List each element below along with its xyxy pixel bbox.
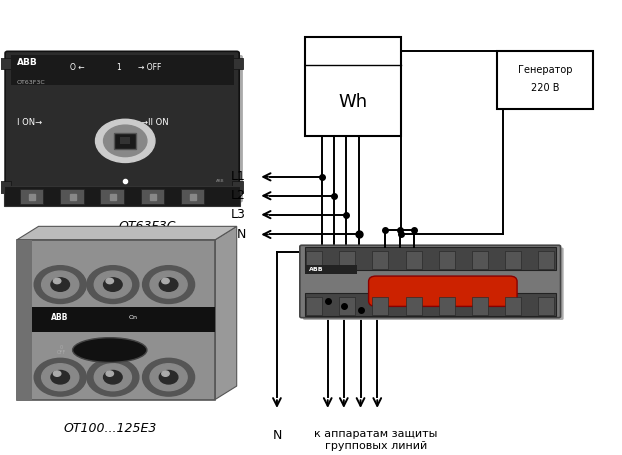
- Bar: [4, 186, 240, 206]
- Text: 0
OFF: 0 OFF: [57, 344, 66, 355]
- Circle shape: [142, 266, 195, 303]
- Polygon shape: [215, 226, 237, 399]
- Bar: [472, 297, 488, 315]
- Circle shape: [51, 370, 70, 384]
- Bar: [373, 297, 389, 315]
- Text: L1: L1: [231, 170, 246, 183]
- Text: O ←: O ←: [70, 63, 84, 72]
- Circle shape: [95, 271, 131, 298]
- Bar: [339, 251, 355, 268]
- Text: Wh: Wh: [338, 93, 368, 111]
- Text: L3: L3: [231, 208, 246, 221]
- Bar: [17, 240, 215, 399]
- Circle shape: [42, 364, 79, 391]
- FancyBboxPatch shape: [5, 51, 239, 199]
- Bar: [32, 307, 215, 333]
- Text: OT100...125E3: OT100...125E3: [63, 422, 157, 435]
- Text: → OFF: → OFF: [137, 63, 161, 72]
- Bar: [232, 182, 243, 192]
- Circle shape: [103, 278, 122, 291]
- Circle shape: [34, 359, 86, 396]
- Bar: [439, 251, 455, 268]
- Bar: [0, 58, 11, 69]
- Bar: [305, 247, 555, 270]
- Text: OT63F3C: OT63F3C: [17, 80, 45, 85]
- Text: ABB: ABB: [17, 58, 37, 66]
- Circle shape: [103, 370, 122, 384]
- Circle shape: [106, 278, 113, 283]
- Text: групповых линий: групповых линий: [325, 441, 427, 451]
- Bar: [114, 133, 136, 149]
- Text: ABB: ABB: [51, 313, 68, 322]
- Circle shape: [87, 266, 139, 303]
- Text: L2: L2: [231, 189, 246, 202]
- Text: ABB: ABB: [216, 179, 225, 183]
- Text: OT63F3C: OT63F3C: [118, 220, 175, 233]
- Text: ABB: ABB: [309, 267, 324, 272]
- FancyBboxPatch shape: [303, 248, 564, 320]
- Bar: [101, 189, 124, 204]
- Circle shape: [106, 371, 113, 376]
- Circle shape: [53, 278, 61, 283]
- Bar: [305, 293, 555, 316]
- Bar: [505, 251, 521, 268]
- Bar: [472, 251, 488, 268]
- Text: I ON→: I ON→: [17, 118, 42, 127]
- Bar: [305, 37, 401, 136]
- Circle shape: [53, 371, 61, 376]
- Bar: [141, 189, 164, 204]
- Circle shape: [159, 278, 178, 291]
- Text: 1: 1: [116, 63, 121, 72]
- Bar: [20, 189, 44, 204]
- FancyBboxPatch shape: [300, 245, 560, 318]
- Circle shape: [162, 371, 169, 376]
- Bar: [11, 56, 234, 85]
- Circle shape: [150, 271, 187, 298]
- Text: N: N: [272, 429, 282, 442]
- Circle shape: [42, 271, 79, 298]
- Circle shape: [162, 278, 169, 283]
- Bar: [60, 189, 84, 204]
- Circle shape: [87, 359, 139, 396]
- Bar: [306, 297, 322, 315]
- Bar: [232, 58, 243, 69]
- Bar: [538, 251, 554, 268]
- Circle shape: [95, 364, 131, 391]
- Text: Генератор: Генератор: [518, 65, 572, 75]
- Bar: [538, 297, 554, 315]
- Bar: [17, 240, 32, 399]
- Bar: [406, 251, 422, 268]
- Polygon shape: [17, 226, 237, 240]
- Bar: [497, 51, 593, 109]
- Bar: [305, 265, 358, 274]
- Bar: [0, 182, 11, 192]
- Bar: [306, 251, 322, 268]
- Bar: [406, 297, 422, 315]
- Bar: [120, 137, 130, 145]
- Text: 220 В: 220 В: [531, 83, 559, 93]
- FancyBboxPatch shape: [9, 55, 243, 202]
- Circle shape: [103, 125, 147, 157]
- Bar: [373, 251, 389, 268]
- Bar: [339, 297, 355, 315]
- Circle shape: [159, 370, 178, 384]
- Circle shape: [150, 364, 187, 391]
- Ellipse shape: [73, 338, 147, 363]
- Text: On: On: [128, 315, 137, 320]
- Bar: [505, 297, 521, 315]
- Circle shape: [96, 119, 155, 162]
- Circle shape: [142, 359, 195, 396]
- Text: к аппаратам защиты: к аппаратам защиты: [314, 429, 438, 439]
- Circle shape: [34, 266, 86, 303]
- Bar: [439, 297, 455, 315]
- Text: N: N: [236, 228, 246, 241]
- Text: →II ON: →II ON: [141, 118, 169, 127]
- Circle shape: [51, 278, 70, 291]
- Bar: [181, 189, 205, 204]
- FancyBboxPatch shape: [369, 276, 517, 306]
